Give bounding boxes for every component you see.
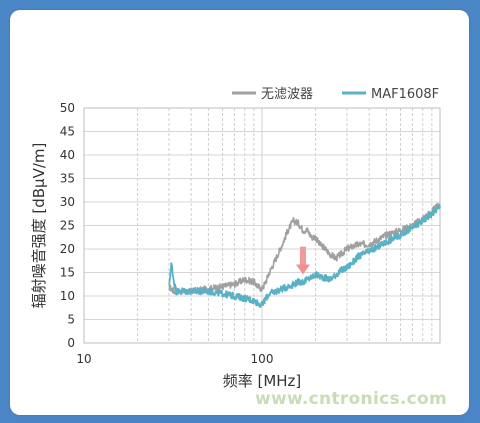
plot-border	[83, 107, 441, 344]
series-line-maf1608f	[168, 204, 441, 308]
y-tick-label: 0	[67, 336, 75, 350]
x-tick-label: 100	[251, 352, 274, 366]
reduction-arrow-shaft	[300, 246, 307, 266]
y-tick-label: 5	[67, 313, 75, 327]
watermark: www.cntronics.com	[254, 389, 447, 409]
y-tick-label: 30	[60, 195, 75, 209]
line-chart: 0 5 10 15 20 25 30 35 40 45 50 10 100 无滤波器 MAF1608F 频率 …	[30, 87, 441, 390]
y-tick-label: 10	[60, 289, 75, 303]
y-tick-label: 35	[60, 172, 75, 186]
y-tick-label: 45	[60, 125, 75, 139]
y-tick-label: 50	[60, 101, 75, 115]
legend-label: MAF1608F	[371, 87, 439, 102]
y-tick-label: 25	[60, 219, 75, 233]
y-axis-title: 辐射噪音强度 [dBμV/m]	[30, 143, 48, 309]
y-tick-label: 15	[60, 266, 75, 280]
x-axis-title: 频率 [MHz]	[223, 372, 302, 390]
x-tick-label: 10	[76, 352, 91, 366]
legend-label: 无滤波器	[261, 87, 313, 102]
chart-panel: 0 5 10 15 20 25 30 35 40 45 50 10 100 无滤波器 MAF1608F 频率 …	[10, 10, 469, 415]
y-tick-label: 40	[60, 148, 75, 162]
reduction-arrow-head	[296, 264, 311, 275]
y-tick-label: 20	[60, 242, 75, 256]
